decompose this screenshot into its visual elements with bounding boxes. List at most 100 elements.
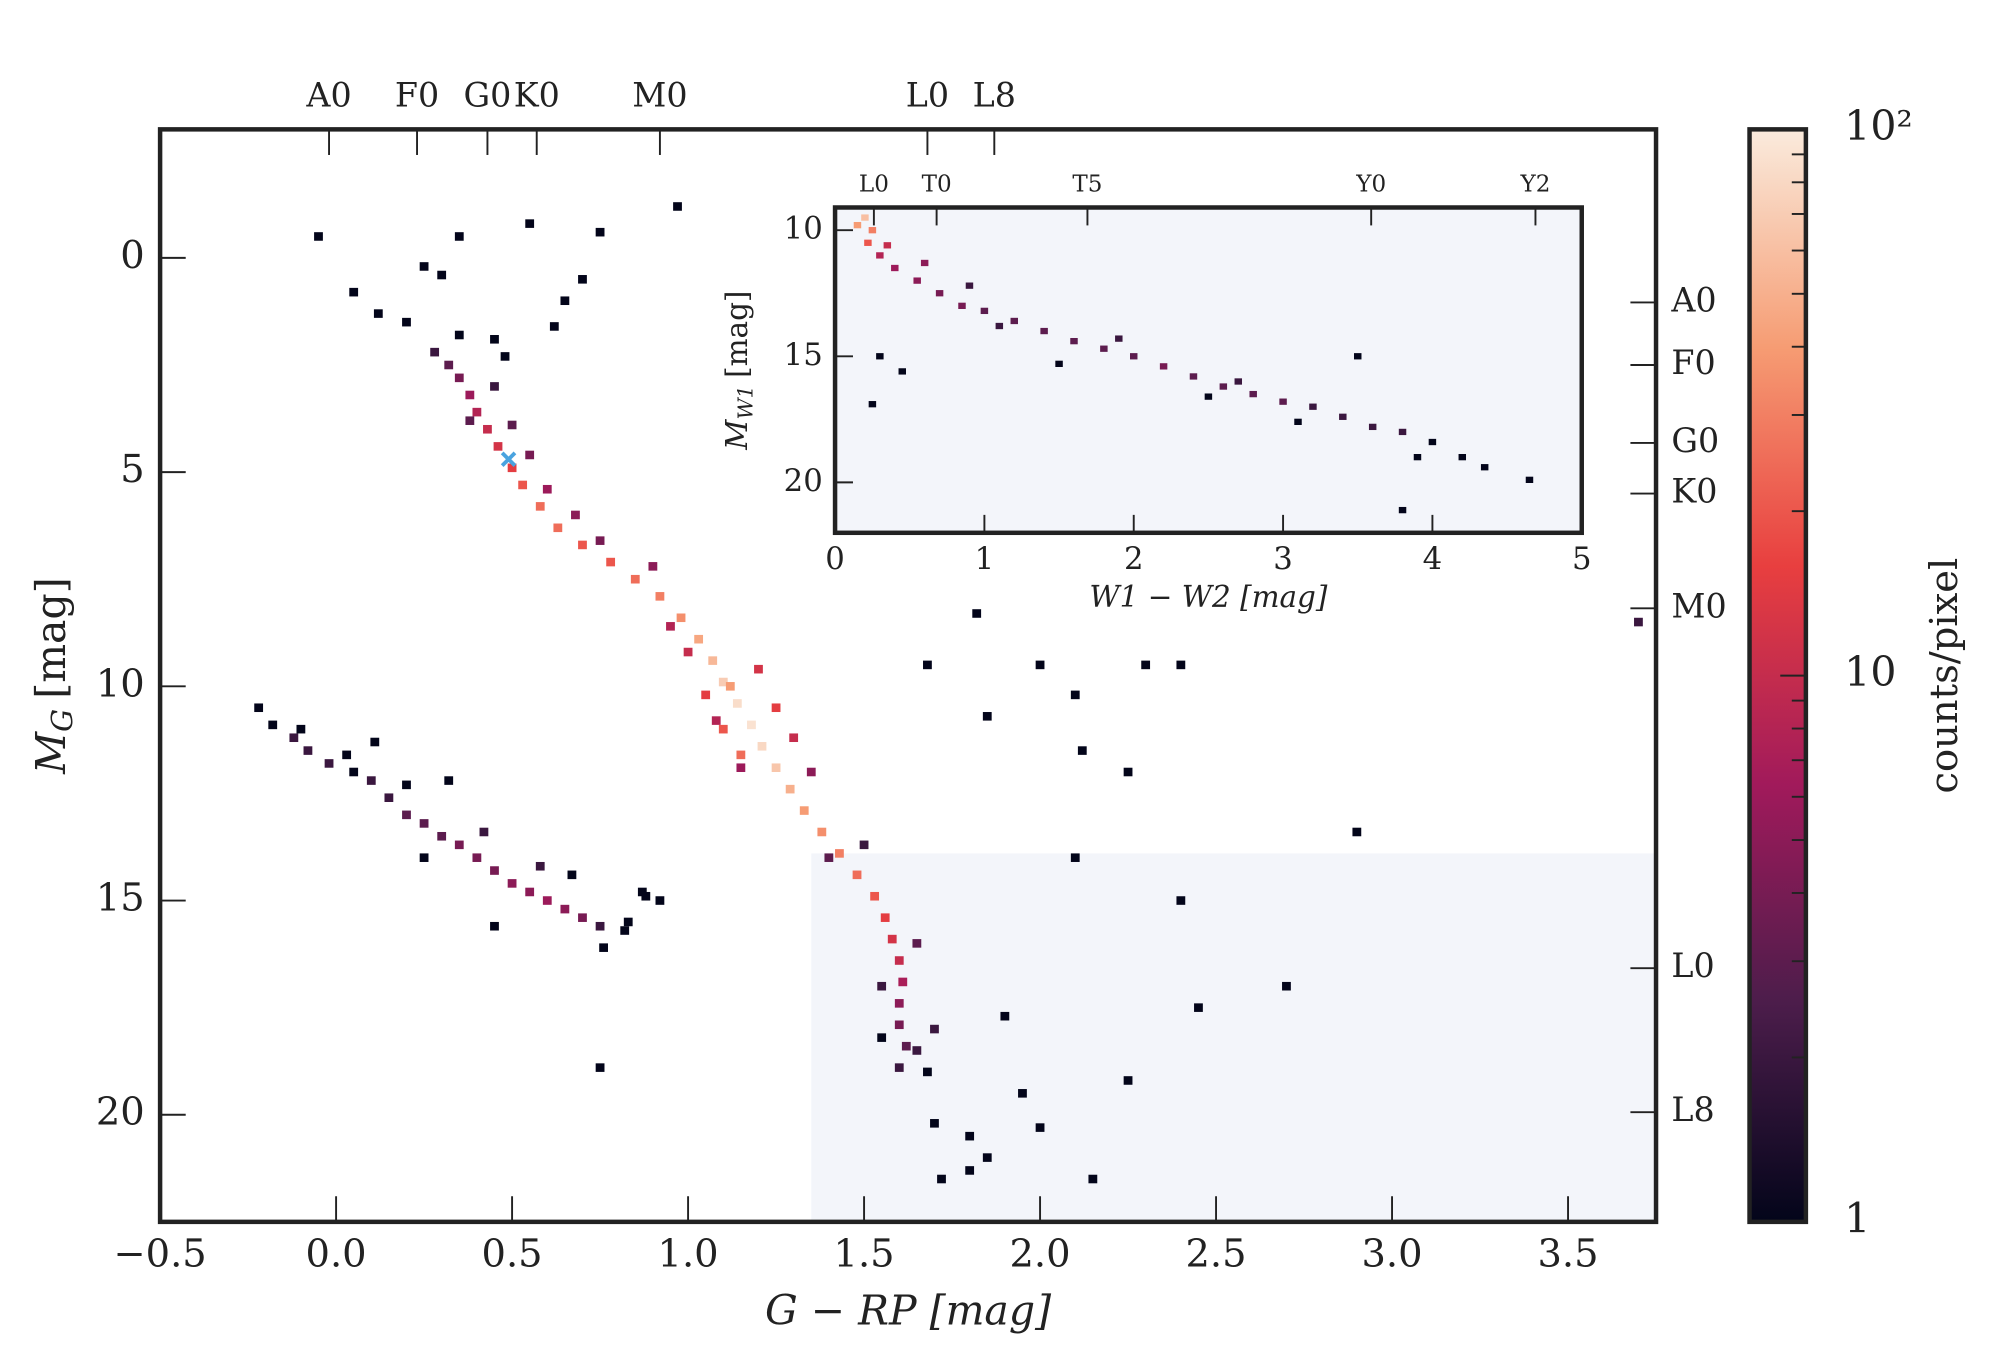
y-tick-label: 0: [120, 233, 144, 278]
top-tick-label: T5: [1072, 172, 1102, 198]
hist-cell: [894, 1020, 904, 1030]
right-tick-label: M0: [1671, 586, 1726, 625]
hist-cell: [718, 724, 728, 734]
hist-cell: [935, 290, 944, 297]
hist-cell: [518, 480, 528, 490]
hist-cell: [655, 592, 665, 601]
sun-marker: [500, 451, 517, 468]
hist-cell: [870, 891, 880, 901]
hist-cell: [937, 1174, 946, 1184]
top-tick-label: A0: [305, 76, 351, 115]
hist-cell: [560, 904, 570, 914]
hist-cell: [1368, 423, 1377, 431]
hist-cell: [806, 767, 816, 777]
hist-cell: [454, 840, 464, 850]
hist-cell: [694, 634, 704, 644]
top-tick-label: Y0: [1355, 172, 1386, 198]
hist-cell: [982, 1153, 992, 1162]
hist-cell: [757, 742, 767, 751]
top-tick-label: L0: [859, 172, 889, 198]
hist-cell: [620, 926, 630, 935]
hist-cell: [507, 420, 517, 430]
hist-cell: [384, 793, 394, 802]
hist-cell: [868, 401, 877, 408]
x-tick-label: 2.0: [1010, 1231, 1071, 1276]
hist-cell: [595, 227, 605, 237]
hist-cell: [571, 510, 580, 520]
hist-cell: [883, 242, 892, 249]
hist-cell: [972, 609, 982, 618]
hist-cell: [324, 759, 334, 768]
hist-cell: [578, 275, 587, 284]
hist-cell: [894, 1063, 904, 1072]
hist-cell: [912, 939, 922, 948]
hist-cell: [923, 660, 932, 670]
hist-cell: [923, 1067, 932, 1077]
hist-cell: [525, 219, 535, 228]
y-label-symbol: M: [26, 731, 74, 775]
hist-cell: [1189, 373, 1198, 380]
hist-cell: [1294, 418, 1302, 425]
hist-cell: [1352, 827, 1362, 837]
hist-cell: [853, 221, 862, 229]
hist-cell: [877, 981, 887, 991]
x-tick-label: 3.5: [1537, 1231, 1598, 1276]
hist-cell: [835, 849, 844, 858]
hist-cell: [912, 1046, 922, 1055]
hist-cell: [479, 827, 489, 837]
hist-cell: [296, 724, 306, 734]
hist-cell: [366, 776, 376, 785]
hist-cell: [1525, 476, 1534, 483]
axes-background: [835, 207, 1582, 533]
hist-cell: [965, 282, 974, 289]
y-axis-label: MG [mag]: [26, 577, 78, 775]
y-tick-label: 15: [96, 876, 145, 921]
hist-cell: [641, 891, 651, 901]
hist-cell: [595, 1063, 605, 1072]
top-tick-label: L8: [973, 76, 1016, 115]
x-tick-label: 3: [1273, 541, 1293, 577]
hist-cell: [578, 913, 587, 922]
right-tick-label: L0: [1671, 946, 1714, 985]
colorbar-label: counts/pixel: [1922, 558, 1967, 794]
y-tick-label: 5: [120, 447, 144, 492]
hist-cell: [465, 390, 475, 400]
x-axis-label: W1 − W2 [mag]: [1089, 580, 1328, 614]
hist-cell: [472, 853, 482, 862]
hist-cell: [599, 943, 608, 952]
hist-cell: [490, 921, 499, 931]
y-label-subscript: G: [45, 709, 79, 732]
hist-cell: [880, 913, 890, 922]
hist-cell: [1354, 353, 1362, 360]
hist-cell: [1035, 1123, 1045, 1132]
hist-cell: [444, 776, 454, 785]
hist-cell: [472, 407, 482, 417]
y-label-unit: [mag]: [26, 577, 74, 698]
hist-cell: [887, 934, 897, 944]
hist-cell: [525, 887, 535, 897]
hist-cell: [725, 682, 735, 691]
top-tick-label: F0: [395, 76, 439, 115]
hist-cell: [1458, 453, 1467, 461]
hist-cell: [876, 353, 884, 360]
y-tick-label: 10: [96, 661, 145, 706]
y-label-unit: [mag]: [720, 291, 754, 378]
hist-cell: [852, 870, 862, 880]
hist-cell: [771, 703, 781, 713]
hist-cell: [901, 1041, 911, 1051]
hist-cell: [1279, 398, 1287, 405]
hist-cell: [1159, 363, 1168, 370]
hist-cell: [490, 335, 499, 344]
hist-cell: [817, 827, 827, 837]
hist-cell: [708, 656, 718, 665]
hist-cell: [349, 287, 359, 297]
x-tick-label: 0.0: [306, 1231, 367, 1276]
hist-cell: [419, 819, 429, 828]
hist-cell: [877, 1033, 887, 1042]
hist-cell: [289, 733, 299, 743]
right-tick-label: L8: [1671, 1090, 1714, 1129]
top-tick-label: Y2: [1520, 172, 1551, 198]
hist-cell: [864, 239, 872, 246]
hist-cell: [1480, 464, 1489, 471]
